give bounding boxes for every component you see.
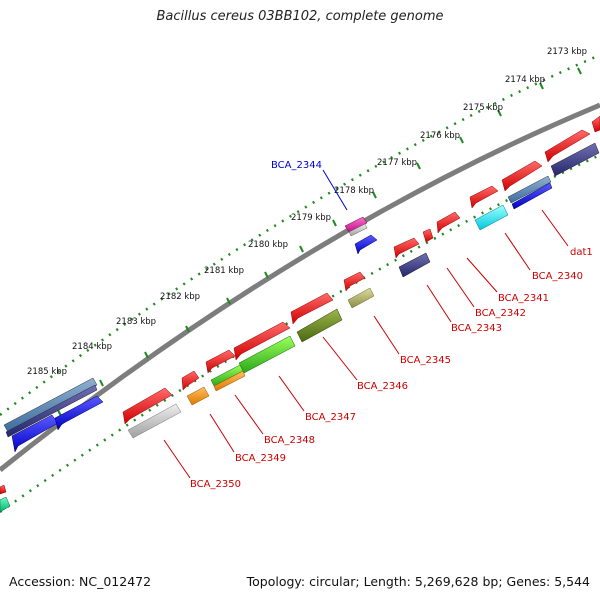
reverse-strand-genes (0, 142, 600, 513)
gene-feature[interactable] (348, 223, 368, 237)
gene-feature[interactable] (393, 237, 420, 259)
gene-label[interactable]: BCA_2347 (305, 412, 356, 423)
gene-feature[interactable] (436, 211, 461, 234)
gene-feature[interactable] (11, 414, 59, 453)
ruler-tick-label: 2175 kbp (463, 103, 503, 113)
gene-label[interactable]: BCA_2346 (357, 381, 408, 392)
gene-feature[interactable] (507, 175, 552, 204)
gene-feature[interactable] (591, 115, 600, 133)
gene-feature[interactable] (550, 142, 600, 177)
gene-feature[interactable] (205, 349, 236, 374)
ruler-tick-label: 2185 kbp (27, 367, 67, 377)
ruler-tick-label: 2181 kbp (204, 266, 244, 276)
ruler-tick-label: 2177 kbp (377, 158, 417, 168)
topology-text: Topology: circular; Length: 5,269,628 bp… (246, 574, 590, 589)
ruler-tick-label: 2176 kbp (420, 131, 460, 141)
gene-feature[interactable] (474, 204, 509, 231)
genome-title: Bacillus cereus 03BB102, complete genome (156, 9, 444, 24)
gene-label[interactable]: BCA_2342 (475, 308, 526, 319)
ruler-tick (459, 136, 464, 144)
ruler-tick (372, 191, 377, 199)
ruler-tick-label: 2184 kbp (72, 342, 112, 352)
gene-label[interactable]: BCA_2343 (451, 323, 502, 334)
ruler-tick-label: 2178 kbp (334, 186, 374, 196)
gene-feature[interactable] (290, 292, 334, 325)
ruler-tick (416, 162, 421, 170)
gene-label[interactable]: dat1 (570, 247, 593, 258)
ruler-dots-outer (0, 53, 600, 416)
ruler-tick-label: 2183 kbp (116, 317, 156, 327)
ruler-tick-label: 2182 kbp (160, 292, 200, 302)
gene-label[interactable]: BCA_2344 (271, 160, 322, 171)
gene-label[interactable]: BCA_2350 (190, 479, 241, 490)
gene-feature[interactable] (344, 216, 368, 233)
forward-strand-genes (3, 115, 600, 453)
gene-feature[interactable] (122, 387, 173, 425)
gene-feature[interactable] (354, 234, 378, 255)
gene-feature[interactable] (422, 228, 434, 243)
gene-feature[interactable] (0, 496, 11, 513)
ruler-tick-label: 2174 kbp (505, 75, 545, 85)
gene-feature[interactable] (233, 321, 291, 361)
gene-label[interactable]: BCA_2341 (498, 293, 549, 304)
ruler-tick-label: 2180 kbp (248, 240, 288, 250)
gene-feature[interactable] (544, 129, 591, 163)
ruler-tick (185, 325, 190, 333)
ruler-tick (226, 297, 231, 305)
ruler-tick (332, 219, 337, 227)
gene-label[interactable]: BCA_2340 (532, 271, 583, 282)
gene-feature[interactable] (181, 370, 200, 391)
gene-feature[interactable] (296, 308, 343, 343)
gene-feature[interactable] (511, 182, 553, 210)
gene-feature[interactable] (127, 403, 182, 439)
gene-feature[interactable] (469, 185, 499, 209)
gene-label[interactable]: BCA_2345 (400, 355, 451, 366)
gene-feature[interactable] (3, 377, 98, 433)
ruler-tick-label: 2179 kbp (291, 213, 331, 223)
ruler-tick (577, 67, 582, 75)
ruler-tick-label: 2173 kbp (547, 47, 587, 57)
ruler-ticks (17, 67, 582, 445)
gene-feature[interactable] (343, 271, 366, 292)
ruler-tick (264, 271, 269, 279)
ruler-tick (144, 351, 149, 359)
gene-feature[interactable] (0, 484, 7, 495)
ruler-tick (539, 82, 544, 90)
ruler-tick (99, 379, 104, 387)
ruler-tick (299, 245, 304, 253)
gene-feature[interactable] (213, 370, 246, 392)
ruler-tick-labels: 2173 kbp 2174 kbp 2175 kbp 2176 kbp 2177 kbp… (27, 47, 587, 377)
callout-lines (163, 209, 569, 479)
gene-feature[interactable] (54, 395, 104, 431)
gene-feature[interactable] (347, 287, 375, 309)
callout-line-blue (322, 169, 348, 211)
gene-feature[interactable] (501, 160, 543, 192)
gene-feature[interactable] (186, 386, 210, 406)
gene-label[interactable]: BCA_2348 (264, 435, 315, 446)
gene-feature[interactable] (398, 252, 431, 278)
gene-label[interactable]: BCA_2349 (235, 453, 286, 464)
gene-feature[interactable] (5, 384, 98, 438)
accession-text: Accession: NC_012472 (9, 574, 152, 589)
ruler-tick (497, 109, 502, 117)
